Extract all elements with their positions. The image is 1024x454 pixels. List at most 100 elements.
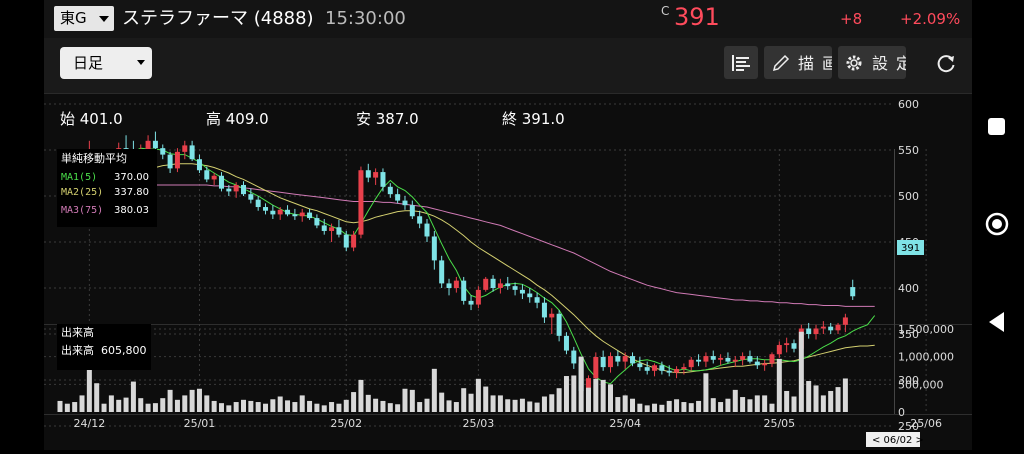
volume-bar [101,403,107,412]
candle-body [497,283,503,288]
volume-bar [813,385,819,412]
settings-button[interactable]: 設定 [838,46,906,79]
last-price-tag: 391 [897,240,924,255]
price-change: +8 [840,10,863,28]
candle-body [446,283,452,288]
volume-bar [292,402,298,412]
volume-tick-label: 1,000,000 [898,351,954,364]
candle-body [850,287,856,297]
home-icon[interactable] [985,212,1009,236]
candle [806,322,812,339]
candle [644,361,650,375]
volume-bar [373,398,379,412]
volume-bar [196,388,202,412]
candle [681,363,687,375]
candle-body [600,357,606,368]
candle [277,207,283,220]
volume-bar [549,394,555,412]
volume-bar [387,403,393,412]
ma-legend-title: 単純移動平均 [61,151,127,165]
candle [549,308,555,334]
candle-body [527,293,533,298]
volume-bar [754,395,760,412]
candle [446,278,452,296]
volume-label: 出来高 [61,343,94,357]
candle-body [710,356,716,360]
back-icon[interactable] [989,312,1004,332]
volume-bar [571,375,577,412]
volume-bar [79,395,85,412]
candle [652,363,658,377]
volume-bar [424,398,430,412]
candle [622,352,628,369]
candle [468,295,474,311]
candle [828,322,834,334]
ma2-label: MA2(25) [61,187,103,198]
candle-body [417,216,423,224]
candle [850,279,856,300]
market-selector[interactable]: 東G [54,6,114,31]
volume-bar [798,331,804,412]
candle-body [351,234,357,248]
period-select[interactable]: 日足 [60,47,152,79]
chart-svg[interactable]: 6005505004504003503002501,500,0001,000,0… [0,0,972,450]
candle [226,184,232,196]
candle [571,346,577,369]
volume-bar [541,396,547,412]
candle [784,337,790,353]
candle [285,205,291,217]
date-cursor[interactable]: < 06/02 > [866,432,924,447]
volume-bar [94,383,100,412]
date-tick-label: 25/01 [184,417,216,430]
candle [263,203,269,215]
recent-apps-icon[interactable] [988,118,1005,135]
volume-legend-title: 出来高 [61,325,94,339]
low-value: 安 387.0 [356,110,419,128]
candle-body [622,356,628,362]
candle-body [174,151,180,169]
date-tick-label: 25/03 [463,417,495,430]
candle-body [776,345,782,355]
candle-body [483,278,489,290]
volume-bar [439,392,445,412]
price-tick-label: 350 [898,328,919,341]
candle [373,168,379,185]
chart-toolbar: 日足 描画 設定 [44,38,972,94]
list-button[interactable] [724,46,758,79]
refresh-icon[interactable] [935,53,957,75]
volume-bar [674,399,680,412]
ma3-value: 380.03 [114,205,149,216]
candle [718,354,724,366]
volume-bar [233,402,239,412]
candle-body [666,370,672,373]
ma1-label: MA1(5) [61,172,97,183]
volume-bar [483,386,489,412]
candle-body [630,356,636,364]
candle [336,219,342,238]
candle [556,310,562,342]
gear-icon [846,55,862,71]
volume-bar [270,399,276,412]
ma2-line [60,163,875,374]
volume-bar [277,396,283,412]
candle-body [263,207,269,211]
candle [813,324,819,340]
candle [351,230,357,252]
volume-bar [556,388,562,412]
volume-bar [637,403,643,412]
volume-bar [72,402,78,412]
candle-body [725,357,731,362]
candle-body [409,205,415,217]
volume-bar [519,398,525,412]
volume-bar [86,353,92,412]
candle-body [475,289,481,305]
candle [769,352,775,368]
candle-body [270,210,276,215]
settings-label: 設定 [872,54,906,73]
candle [754,356,760,369]
draw-button[interactable]: 描画 [764,46,832,79]
candle [608,352,613,373]
ma3-label: MA3(75) [61,205,103,216]
date-tick-label: 25/04 [609,417,641,430]
volume-bar [497,395,503,412]
